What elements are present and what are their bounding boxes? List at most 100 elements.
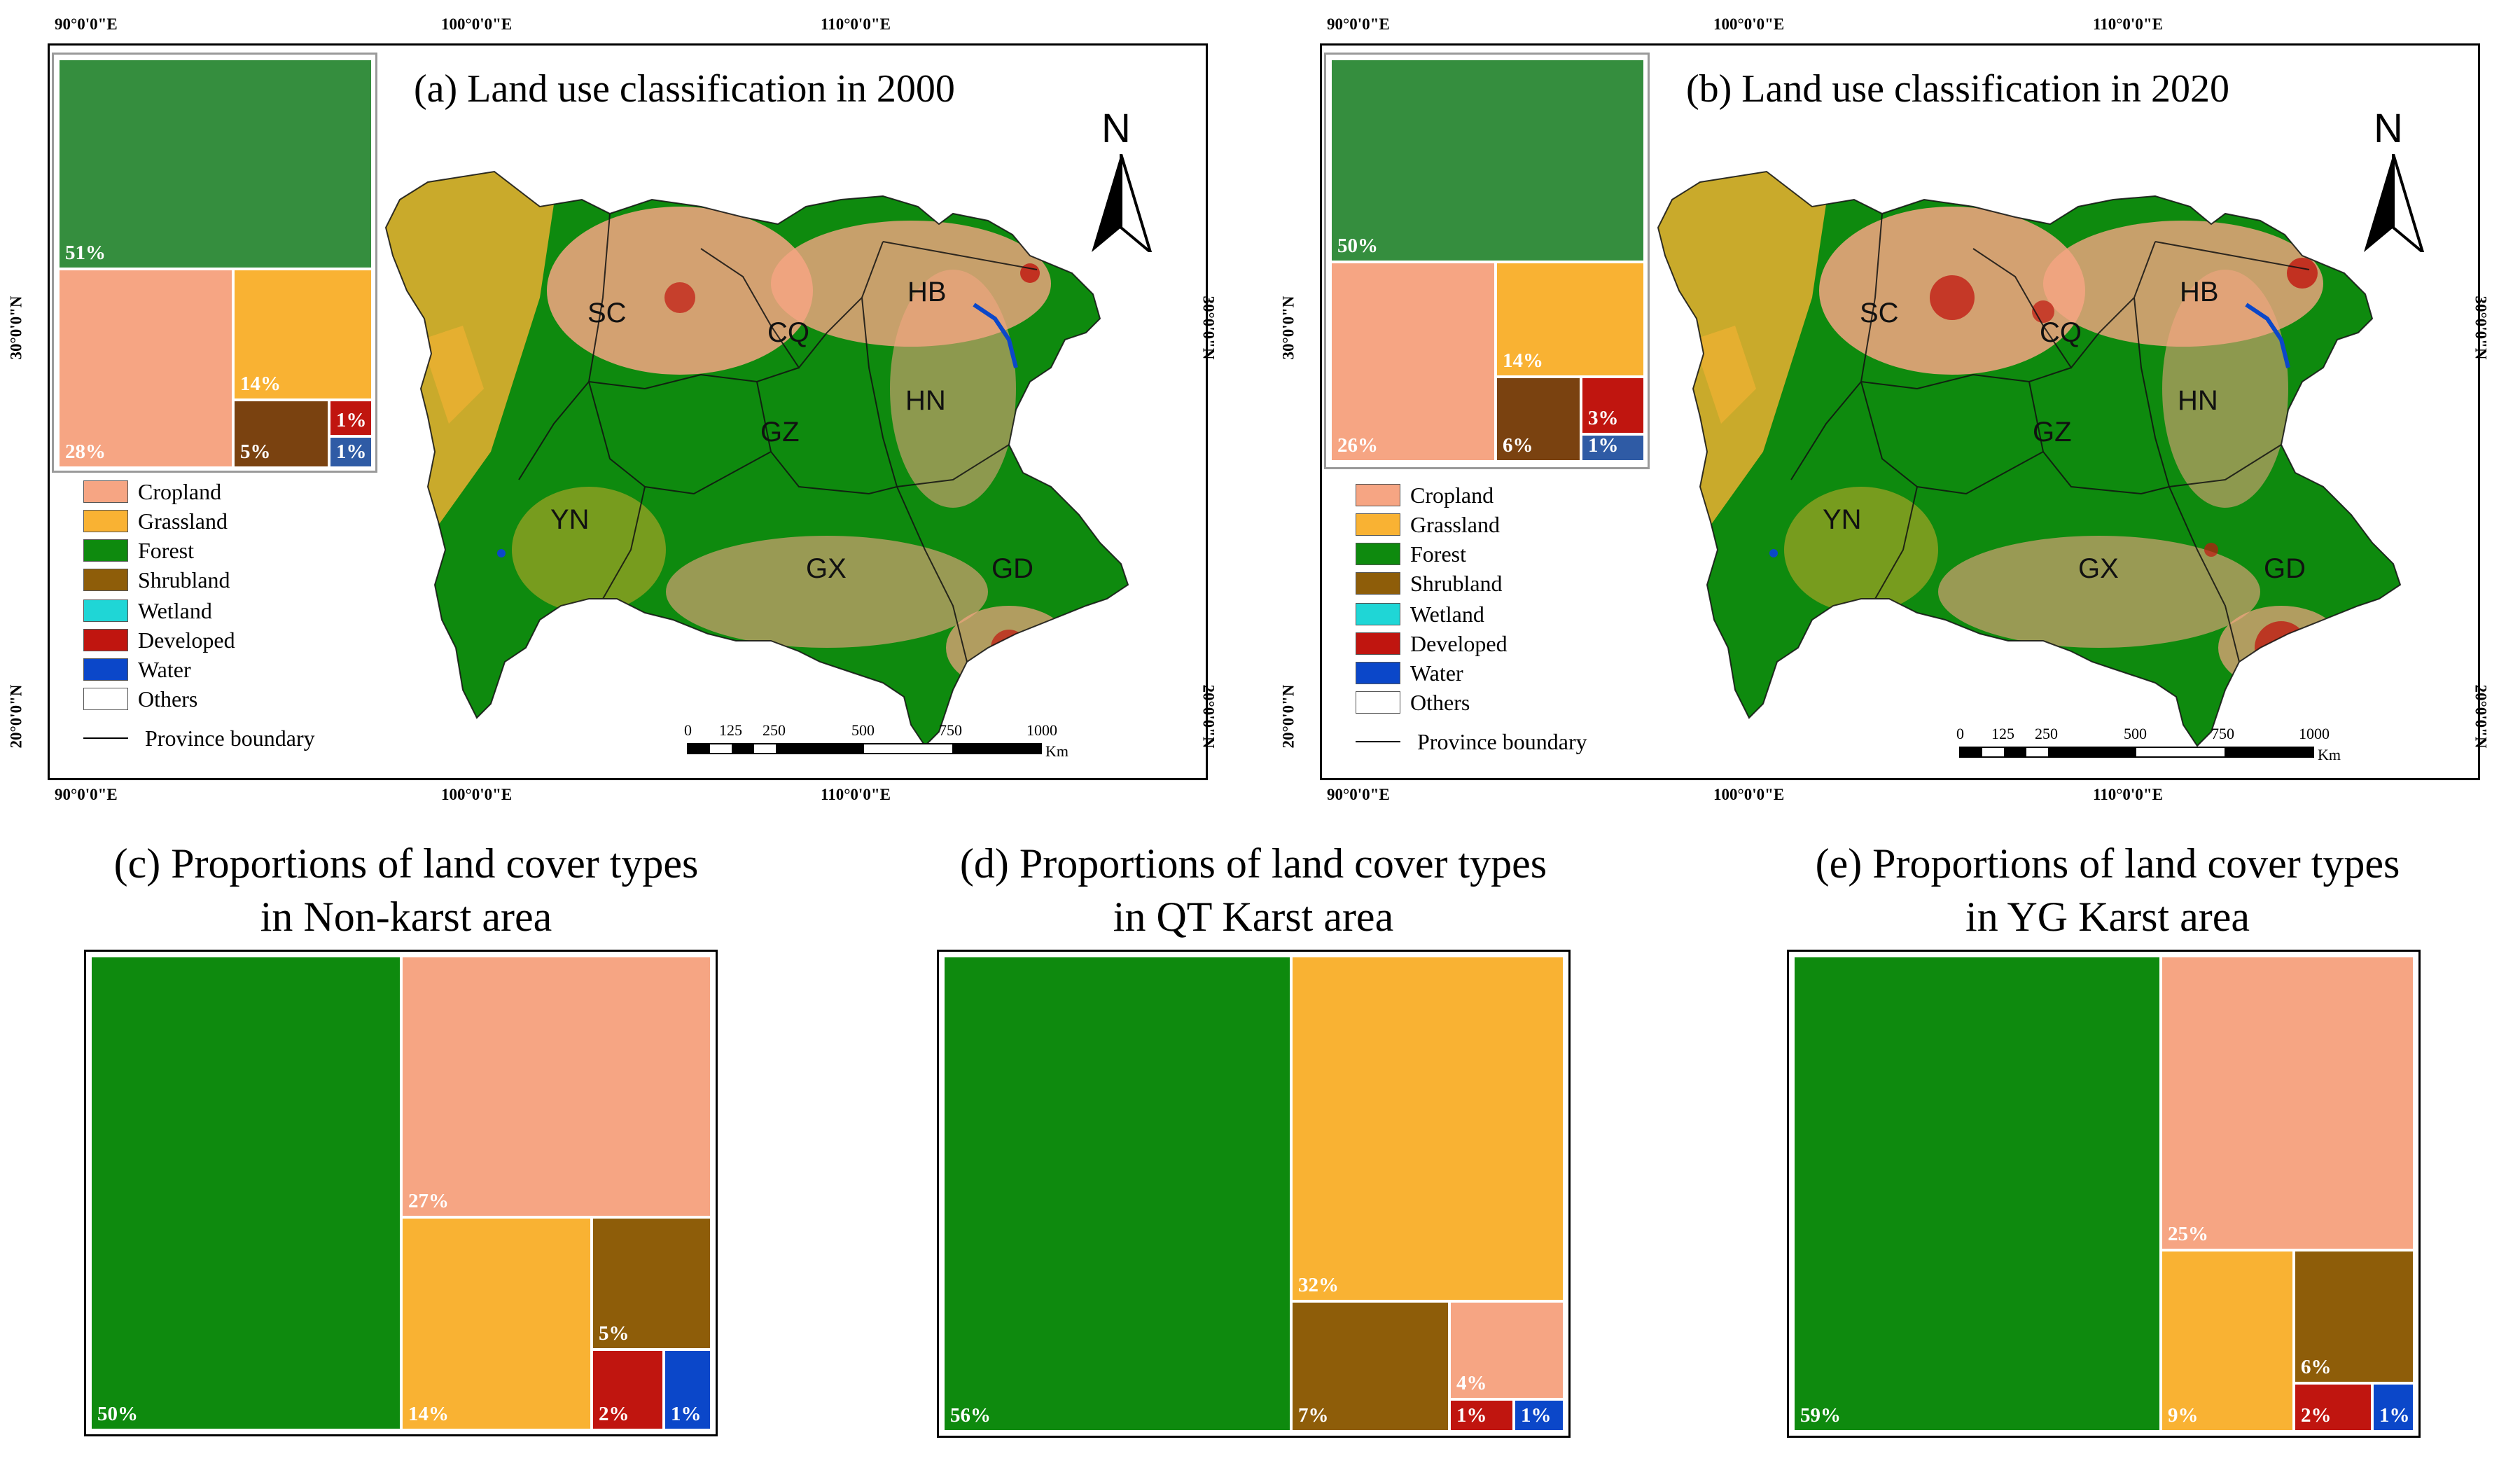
north-arrow-icon	[2364, 154, 2425, 252]
tile-water: 1%	[329, 436, 373, 468]
map-title: (b) Land use classification in 2020	[1686, 67, 2230, 111]
scale-bar-graphic	[1959, 747, 2314, 758]
province-label: SC	[587, 298, 627, 328]
scale-label: 750	[939, 721, 962, 739]
map-panel-2000: (a) Land use classification in 2000	[48, 43, 1208, 780]
panel-title-line: (e) Proportions of land cover types	[1815, 840, 2400, 887]
tile-water: 1%	[1514, 1399, 1564, 1431]
share-label: 7%	[1298, 1404, 1329, 1427]
tile-shrubland: 5%	[592, 1217, 711, 1350]
province-label: HB	[2180, 277, 2219, 307]
coord-label: 100°0'0"E	[1713, 786, 1785, 803]
coord-label: 110°0'0"E	[2093, 786, 2163, 803]
legend-swatch	[1356, 662, 1400, 684]
panel-title-line: in Non-karst area	[260, 894, 552, 940]
share-label: 1%	[671, 1403, 702, 1425]
scale-label: 0	[684, 721, 692, 739]
province-label: GX	[2078, 553, 2119, 584]
tile-grassland: 32%	[1291, 956, 1564, 1301]
share-label: 2%	[599, 1403, 629, 1425]
scale-bar: 0 125 250 500 750 1000 Km	[1956, 725, 2351, 774]
tile-forest: 50%	[1330, 59, 1645, 262]
province-label: GX	[806, 553, 847, 584]
scale-label: 125	[719, 721, 742, 739]
legend-label: Forest	[1410, 541, 1466, 567]
share-label: 4%	[1456, 1372, 1487, 1394]
province-label: SC	[1860, 298, 1899, 328]
province-label: GD	[991, 553, 1033, 584]
share-label: 50%	[1337, 235, 1378, 257]
panel-title-line: (d) Proportions of land cover types	[959, 840, 1547, 887]
share-label: 27%	[408, 1190, 449, 1212]
tile-shrubland: 5%	[233, 400, 329, 468]
north-arrow-icon	[1092, 154, 1153, 252]
share-label: 2%	[2301, 1404, 2332, 1427]
scale-label: 125	[1991, 725, 2014, 742]
tile-developed: 1%	[329, 400, 373, 436]
legend-swatch	[83, 569, 128, 591]
share-label: 14%	[408, 1403, 449, 1425]
map-title: (a) Land use classification in 2000	[414, 67, 955, 111]
legend-swatch	[1356, 632, 1400, 655]
coord-label: 20°0'0"N	[7, 684, 25, 749]
treemap-non-karst: 50% 27% 14% 5% 2% 1%	[84, 950, 718, 1436]
province-label: YN	[1823, 504, 1862, 535]
legend-label: Grassland	[1410, 511, 1500, 537]
legend-label: Others	[1410, 689, 1470, 715]
legend-label: Wetland	[138, 597, 212, 623]
coord-label: 20°0'0"N	[2472, 684, 2490, 749]
share-label: 50%	[97, 1403, 138, 1425]
coord-label: 100°0'0"E	[1713, 15, 1785, 33]
inset-treemap: 51% 28% 14% 5% 1% 1%	[52, 53, 377, 473]
legend-swatch	[1356, 572, 1400, 595]
province-label: HN	[2178, 385, 2218, 416]
scale-label: 500	[2124, 725, 2147, 742]
legend-swatch	[83, 629, 128, 651]
tile-forest: 59%	[1793, 956, 2161, 1431]
tile-forest: 56%	[943, 956, 1291, 1431]
coord-label: 20°0'0"N	[1279, 684, 1297, 749]
region-map	[1657, 170, 2402, 747]
share-label: 6%	[2301, 1356, 2332, 1378]
tile-grassland: 14%	[401, 1217, 592, 1430]
scale-label: 1000	[2299, 725, 2330, 742]
legend-label: Cropland	[1410, 482, 1494, 508]
tile-shrubland: 6%	[2294, 1250, 2414, 1383]
north-arrow: N	[2358, 105, 2428, 259]
legend-boundary-line	[83, 737, 128, 739]
legend-label: Developed	[138, 627, 235, 653]
tile-cropland: 25%	[2161, 956, 2414, 1250]
scale-unit: Km	[2318, 746, 2341, 763]
tile-forest: 51%	[58, 59, 373, 269]
legend-label: Shrubland	[1410, 570, 1503, 596]
province-label: GD	[2264, 553, 2306, 584]
share-label: 5%	[240, 441, 271, 463]
province-label: YN	[550, 504, 590, 535]
legend-label: Developed	[1410, 630, 1508, 656]
region-map	[384, 170, 1129, 747]
panel-title-line: in YG Karst area	[1965, 894, 2250, 940]
scale-label: 0	[1956, 725, 1964, 742]
tile-water: 1%	[2372, 1383, 2414, 1431]
panel-title-line: (c) Proportions of land cover types	[113, 840, 699, 887]
province-label: HN	[905, 385, 946, 416]
share-label: 1%	[336, 409, 367, 431]
treemap-yg-karst: 59% 25% 9% 6% 2% 1%	[1787, 950, 2421, 1438]
tile-developed: 2%	[592, 1350, 664, 1430]
inset-treemap: 50% 26% 14% 6% 3% 1%	[1324, 53, 1650, 469]
tile-grassland: 9%	[2161, 1250, 2294, 1431]
tile-developed: 2%	[2294, 1383, 2372, 1431]
panel-title: (d) Proportions of land cover types in Q…	[896, 837, 1610, 943]
legend-swatch	[1356, 513, 1400, 536]
coord-label: 90°0'0"E	[1327, 786, 1390, 803]
share-label: 25%	[2168, 1223, 2208, 1245]
tile-shrubland: 7%	[1291, 1301, 1449, 1431]
north-arrow: N	[1086, 105, 1156, 259]
province-label: CQ	[2040, 317, 2082, 348]
coord-label: 90°0'0"E	[1327, 15, 1390, 33]
legend: Cropland Grassland Forest Shrubland Wetl…	[1356, 483, 1650, 777]
tile-shrubland: 6%	[1496, 377, 1581, 462]
tile-cropland: 26%	[1330, 262, 1496, 462]
panel-title-line: in QT Karst area	[1113, 894, 1394, 940]
tile-developed: 3%	[1581, 377, 1645, 434]
